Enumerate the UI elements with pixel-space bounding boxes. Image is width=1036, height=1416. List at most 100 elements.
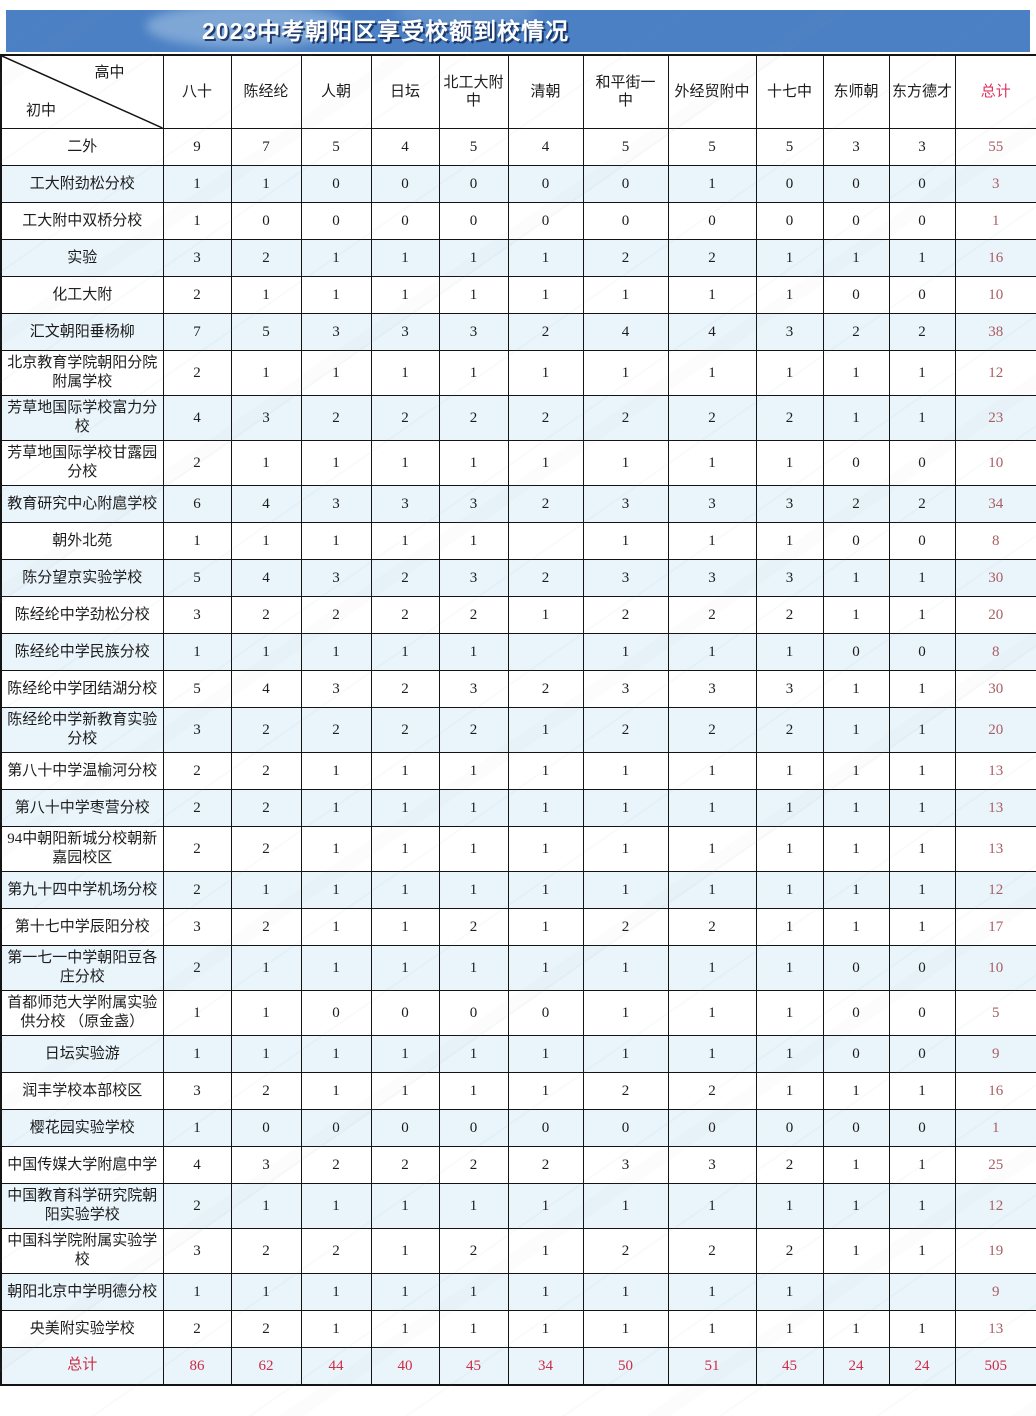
value-cell: 1 bbox=[888, 826, 956, 872]
value-cell: 0 bbox=[300, 165, 372, 203]
value-cell: 1 bbox=[888, 559, 956, 597]
row-total-cell: 20 bbox=[954, 596, 1036, 634]
table-row: 工大附劲松分校 1 1 0 0 0 0 0 1 0 0 0 3 bbox=[0, 165, 1036, 203]
column-header-2: 陈经纶 bbox=[230, 54, 302, 129]
value-cell: 2 bbox=[582, 908, 669, 946]
value-cell: 4 bbox=[507, 128, 584, 166]
value-cell: 1 bbox=[370, 522, 440, 560]
value-cell: 2 bbox=[438, 395, 509, 441]
value-cell: 0 bbox=[370, 1109, 440, 1147]
value-cell: 5 bbox=[162, 670, 232, 708]
value-cell: 1 bbox=[888, 908, 956, 946]
value-cell: 1 bbox=[582, 350, 669, 396]
row-total-cell: 13 bbox=[954, 826, 1036, 872]
value-cell: 3 bbox=[438, 485, 509, 523]
value-cell: 1 bbox=[300, 1310, 372, 1348]
value-cell: 1 bbox=[300, 789, 372, 827]
value-cell: 0 bbox=[822, 440, 890, 486]
value-cell: 1 bbox=[582, 945, 669, 991]
title-banner: 2023中考朝阳区享受校额到校情况 bbox=[6, 10, 1030, 52]
value-cell: 0 bbox=[300, 990, 372, 1036]
value-cell: 0 bbox=[370, 202, 440, 240]
value-cell: 1 bbox=[507, 826, 584, 872]
value-cell: 1 bbox=[230, 945, 302, 991]
value-cell: 4 bbox=[230, 485, 302, 523]
value-cell: 1 bbox=[755, 789, 824, 827]
value-cell: 2 bbox=[162, 440, 232, 486]
value-cell: 1 bbox=[370, 1228, 440, 1274]
row-total-cell: 12 bbox=[954, 1183, 1036, 1229]
value-cell: 44 bbox=[300, 1347, 372, 1385]
value-cell: 1 bbox=[507, 239, 584, 277]
row-total-cell: 38 bbox=[954, 313, 1036, 351]
value-cell: 2 bbox=[667, 239, 757, 277]
value-cell: 1 bbox=[370, 945, 440, 991]
school-name-cell: 芳草地国际学校甘露园分校 bbox=[0, 440, 164, 486]
value-cell: 1 bbox=[438, 752, 509, 790]
value-cell: 1 bbox=[300, 1035, 372, 1073]
value-cell: 3 bbox=[230, 395, 302, 441]
page-title: 2023中考朝阳区享受校额到校情况 bbox=[202, 18, 570, 44]
value-cell: 1 bbox=[300, 752, 372, 790]
value-cell: 2 bbox=[507, 395, 584, 441]
value-cell: 5 bbox=[755, 128, 824, 166]
value-cell: 1 bbox=[667, 1183, 757, 1229]
value-cell: 1 bbox=[822, 1183, 890, 1229]
value-cell: 2 bbox=[370, 596, 440, 634]
value-cell: 62 bbox=[230, 1347, 302, 1385]
value-cell: 2 bbox=[438, 1146, 509, 1184]
table-row: 中国教育科学研究院朝阳实验学校 2 1 1 1 1 1 1 1 1 1 1 12 bbox=[0, 1183, 1036, 1229]
school-name-cell: 首都师范大学附属实验供分校 （原金盏） bbox=[0, 990, 164, 1036]
value-cell: 1 bbox=[438, 1183, 509, 1229]
value-cell: 1 bbox=[582, 633, 669, 671]
table-row: 工大附中双桥分校 1 0 0 0 0 0 0 0 0 0 0 1 bbox=[0, 202, 1036, 240]
value-cell: 4 bbox=[162, 1146, 232, 1184]
value-cell: 2 bbox=[162, 1183, 232, 1229]
value-cell: 2 bbox=[230, 789, 302, 827]
value-cell: 3 bbox=[230, 1146, 302, 1184]
value-cell: 1 bbox=[667, 1035, 757, 1073]
value-cell: 1 bbox=[438, 633, 509, 671]
value-cell: 2 bbox=[507, 313, 584, 351]
value-cell: 1 bbox=[438, 826, 509, 872]
value-cell: 1 bbox=[300, 1183, 372, 1229]
school-name-cell: 第八十中学温榆河分校 bbox=[0, 752, 164, 790]
value-cell: 2 bbox=[667, 1228, 757, 1274]
school-name-cell: 中国教育科学研究院朝阳实验学校 bbox=[0, 1183, 164, 1229]
value-cell: 1 bbox=[507, 350, 584, 396]
row-total-cell: 17 bbox=[954, 908, 1036, 946]
value-cell: 2 bbox=[230, 752, 302, 790]
value-cell: 1 bbox=[888, 871, 956, 909]
value-cell: 0 bbox=[822, 945, 890, 991]
value-cell: 2 bbox=[582, 395, 669, 441]
value-cell: 1 bbox=[822, 1146, 890, 1184]
value-cell: 1 bbox=[438, 1035, 509, 1073]
value-cell: 3 bbox=[667, 559, 757, 597]
table-row: 樱花园实验学校 1 0 0 0 0 0 0 0 0 0 0 1 bbox=[0, 1109, 1036, 1147]
value-cell: 1 bbox=[755, 990, 824, 1036]
value-cell: 6 bbox=[162, 485, 232, 523]
value-cell: 1 bbox=[755, 522, 824, 560]
value-cell: 3 bbox=[300, 485, 372, 523]
value-cell: 1 bbox=[370, 826, 440, 872]
value-cell: 1 bbox=[162, 990, 232, 1036]
value-cell: 1 bbox=[667, 752, 757, 790]
value-cell: 2 bbox=[438, 908, 509, 946]
value-cell: 1 bbox=[230, 633, 302, 671]
value-cell: 1 bbox=[888, 752, 956, 790]
school-name-cell: 中国传媒大学附扈中学 bbox=[0, 1146, 164, 1184]
value-cell: 2 bbox=[755, 1146, 824, 1184]
value-cell: 3 bbox=[582, 1146, 669, 1184]
value-cell: 2 bbox=[667, 1072, 757, 1110]
column-header-5: 北工大附 中 bbox=[438, 54, 509, 129]
value-cell: 0 bbox=[667, 202, 757, 240]
value-cell: 2 bbox=[582, 1072, 669, 1110]
value-cell: 2 bbox=[507, 559, 584, 597]
row-total-cell: 13 bbox=[954, 1310, 1036, 1348]
table-row: 首都师范大学附属实验供分校 （原金盏） 1 1 0 0 0 0 1 1 1 0 0 5 bbox=[0, 990, 1036, 1036]
value-cell: 2 bbox=[438, 1228, 509, 1274]
value-cell: 1 bbox=[507, 596, 584, 634]
value-cell: 2 bbox=[230, 596, 302, 634]
school-name-cell: 化工大附 bbox=[0, 276, 164, 314]
school-name-cell: 工大附劲松分校 bbox=[0, 165, 164, 203]
